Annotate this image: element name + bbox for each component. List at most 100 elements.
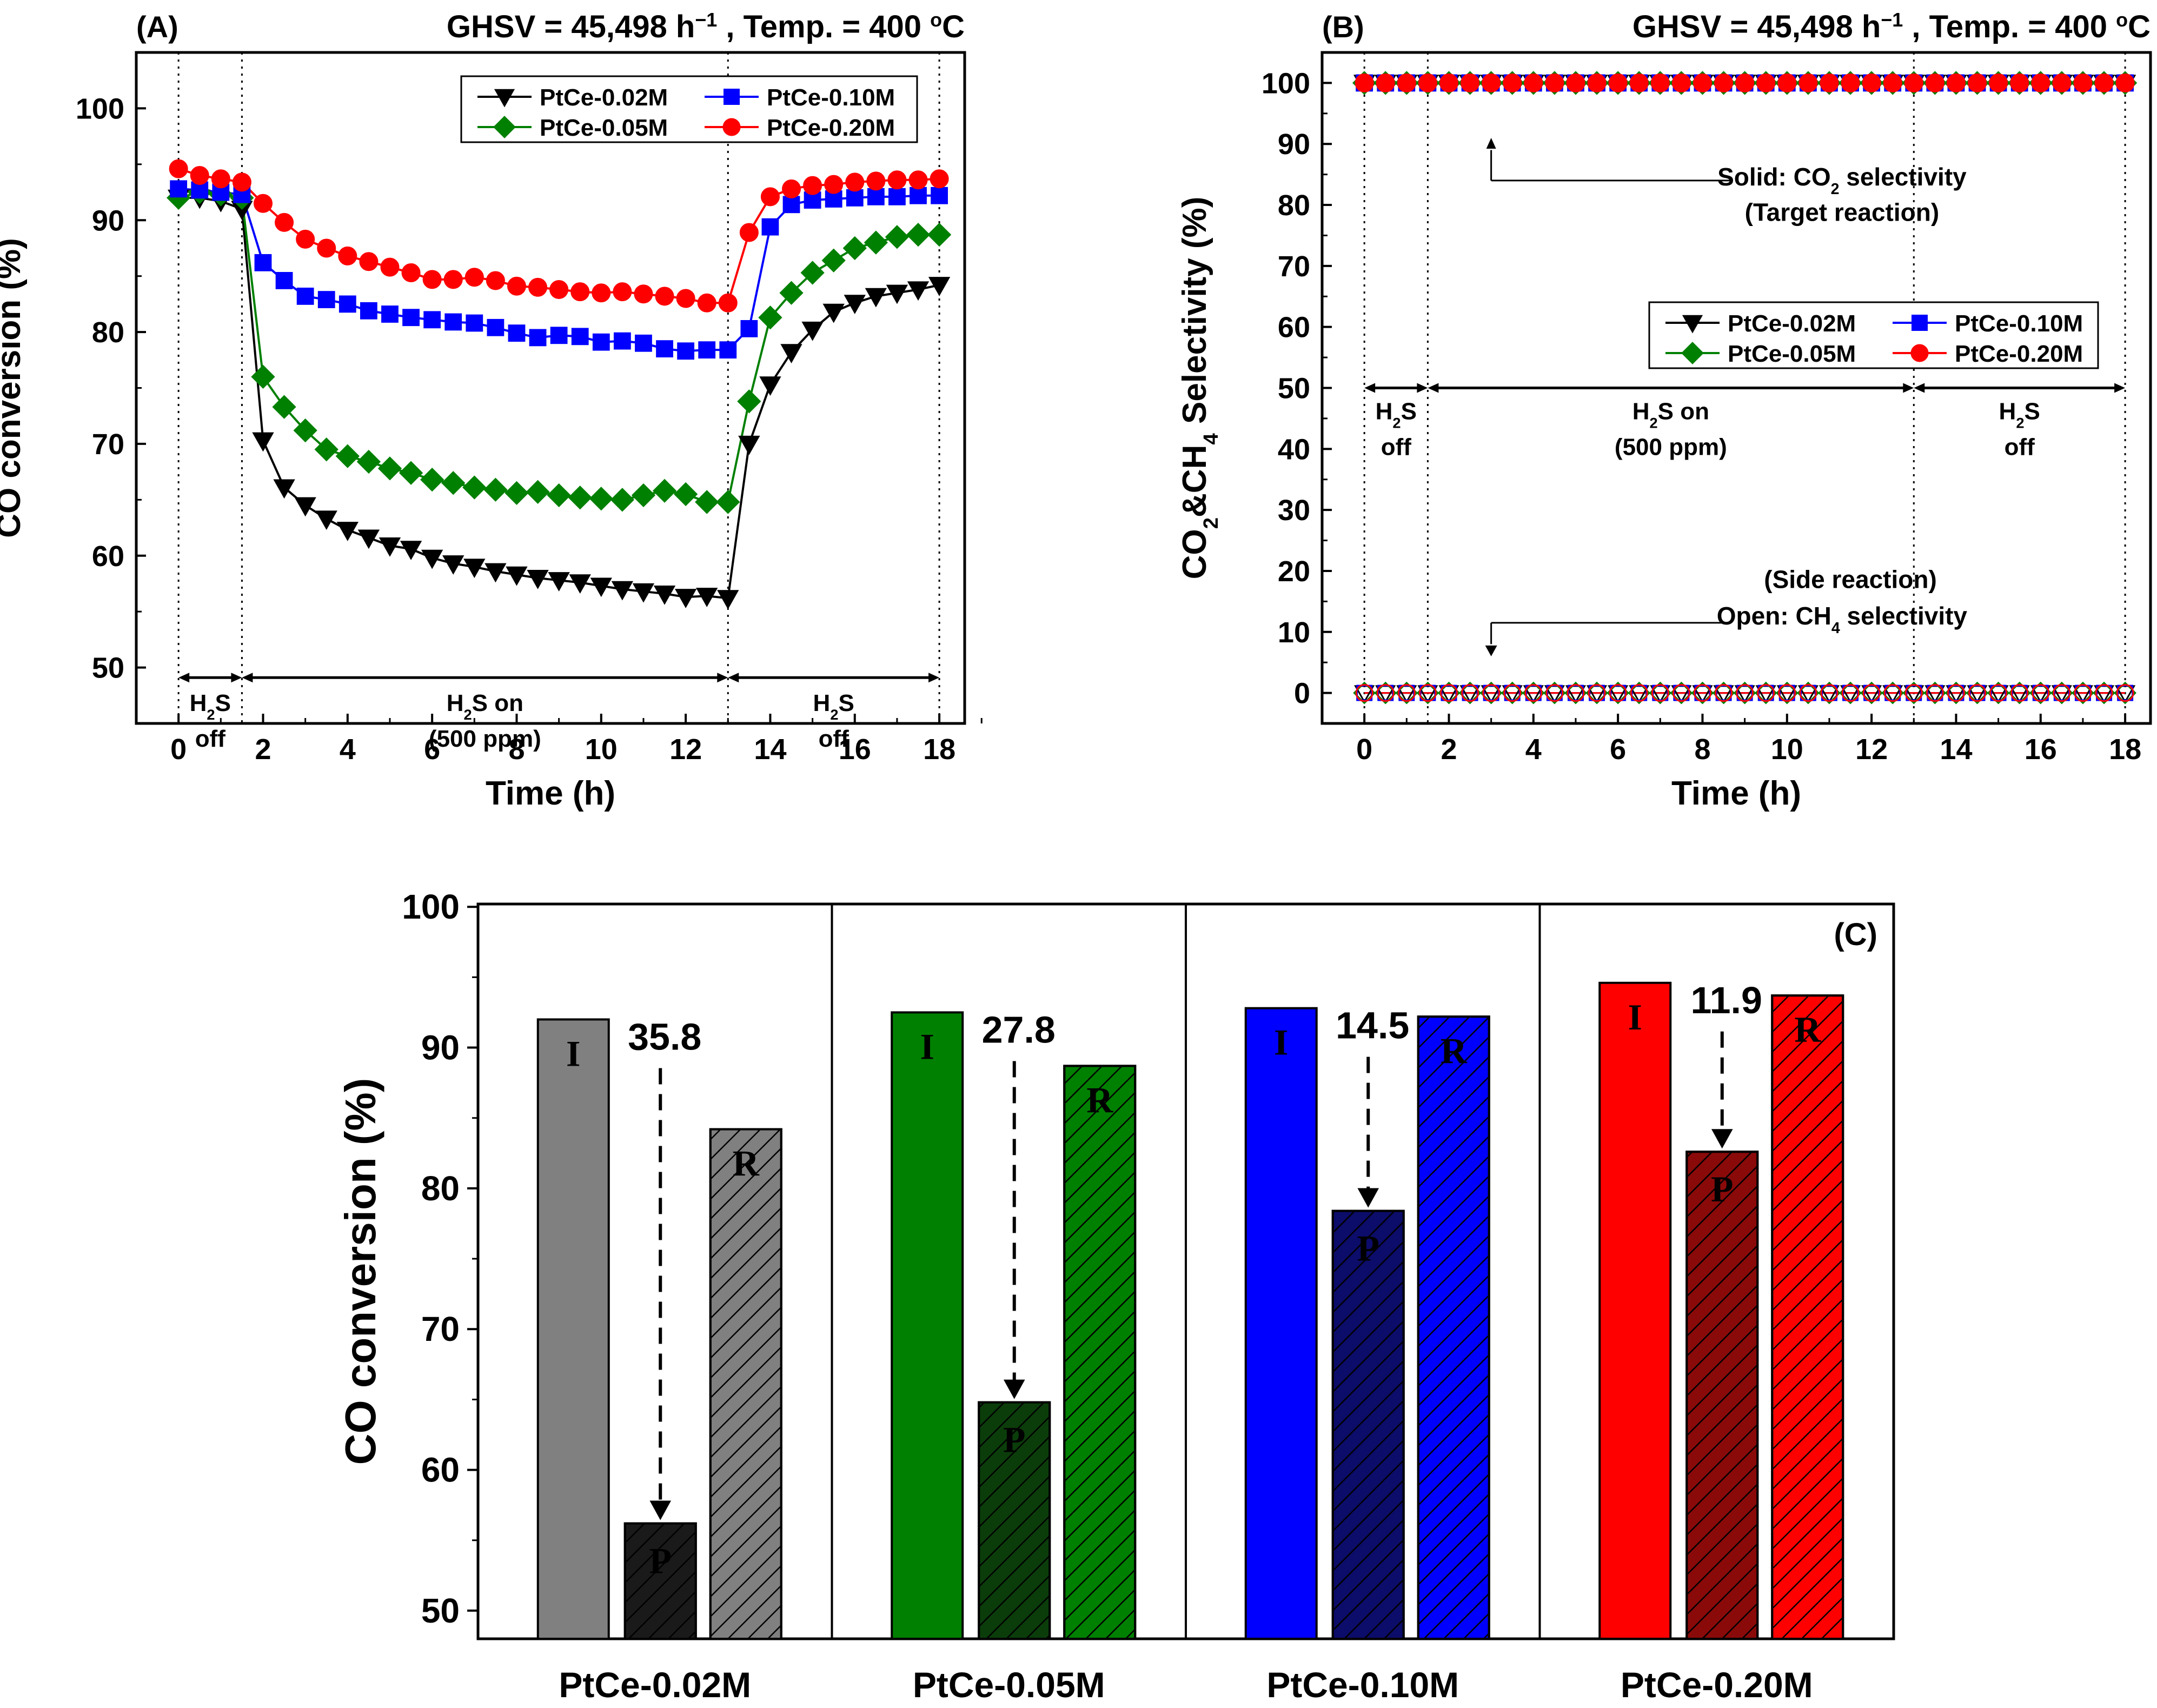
co2-data-point <box>2010 73 2029 92</box>
data-point <box>293 418 317 443</box>
data-point <box>399 461 423 485</box>
phase-arrowhead <box>717 673 728 683</box>
legend-marker <box>722 118 741 136</box>
y-tick-label: 60 <box>92 540 124 573</box>
bar-i <box>536 1018 610 1640</box>
ch4-data-point <box>1651 684 1669 702</box>
chart-title-part: o <box>2116 9 2128 31</box>
data-point <box>568 486 592 510</box>
ch4-data-point <box>1461 684 1479 702</box>
annotation-ch4-selectivity: Open: CH4 selectivity <box>1717 602 1968 637</box>
data-point <box>696 588 718 607</box>
data-point <box>758 305 782 330</box>
data-point <box>464 268 484 287</box>
phase-label: H2S on <box>1632 398 1709 431</box>
bar-letter-label: P <box>1357 1228 1379 1269</box>
co2-data-point <box>1461 73 1480 92</box>
phase-label-part: 2 <box>207 706 215 723</box>
phase-label-line2: off <box>819 726 849 752</box>
y-tick-label: 80 <box>1278 189 1310 222</box>
ch4-data-point <box>2010 684 2029 702</box>
phase-label-part: 2 <box>830 706 838 723</box>
data-point <box>740 320 758 337</box>
data-point <box>338 246 357 265</box>
data-point <box>803 176 822 195</box>
legend-box <box>1648 301 2099 369</box>
phase-label-part: H <box>813 690 831 716</box>
co2-data-point <box>2031 73 2050 92</box>
bar-hatch-overlay <box>1417 1015 1490 1640</box>
legend-marker <box>724 89 740 105</box>
data-point <box>635 334 652 352</box>
phase-label-part: 2 <box>1649 414 1657 431</box>
drop-value-label: 11.9 <box>1691 979 1762 1021</box>
data-point <box>824 175 844 194</box>
annotation-ch4-selectivity-part: Open: CH <box>1717 602 1831 630</box>
y-tick-label: 90 <box>421 1028 460 1067</box>
chart-title-part: −1 <box>695 9 717 31</box>
data-point <box>930 169 949 189</box>
co2-data-point <box>1418 73 1437 92</box>
co2-data-point <box>1841 73 1860 92</box>
x-tick-label: 2 <box>255 733 271 766</box>
y-axis-title-part: &CH <box>1176 445 1213 517</box>
data-point <box>251 364 275 389</box>
data-point <box>487 318 505 336</box>
data-point <box>886 284 908 304</box>
co2-data-point <box>1756 73 1776 92</box>
legend-label: PtCe-0.05M <box>1728 341 1856 367</box>
data-point <box>402 309 420 327</box>
bar-letter-label: I <box>1628 996 1642 1038</box>
drop-arrowhead <box>1003 1379 1025 1399</box>
data-point <box>423 311 441 329</box>
data-point <box>928 277 951 296</box>
data-point <box>339 295 356 313</box>
bar-hatch-overlay <box>1063 1065 1137 1640</box>
data-point <box>252 432 274 452</box>
ch4-data-point <box>1482 684 1501 702</box>
data-point <box>549 280 569 299</box>
annotation-co2-selectivity-part: Solid: CO <box>1717 163 1831 191</box>
y-tick-label: 50 <box>1278 373 1310 405</box>
data-point <box>887 170 907 190</box>
co2-data-point <box>2094 73 2114 92</box>
chart-panel-c: 50 60 70 80 90 100 CO conversion (%) (C) PtCe-0.… <box>336 887 1895 1705</box>
ch4-data-point <box>1503 684 1522 702</box>
co2-data-point <box>1503 73 1522 92</box>
category-label: PtCe-0.05M <box>913 1665 1105 1705</box>
drop-arrowhead <box>649 1500 672 1520</box>
data-point <box>716 490 740 514</box>
data-point <box>907 281 930 301</box>
data-point <box>590 577 612 597</box>
co2-data-point <box>1968 73 1987 92</box>
data-point <box>631 483 656 508</box>
data-point <box>611 581 634 601</box>
panel-label: (B) <box>1322 10 1364 44</box>
legend-label: PtCe-0.10M <box>1955 310 2083 337</box>
y-axis-title-part: 4 <box>1199 433 1223 445</box>
data-point <box>865 288 887 308</box>
data-point <box>441 471 466 495</box>
phase-label-line2: off <box>2005 434 2035 461</box>
data-point <box>570 282 590 302</box>
phase-label: H2S <box>1376 398 1417 431</box>
data-point <box>632 583 655 603</box>
ch4-data-point <box>2095 684 2113 702</box>
x-tick-label: 18 <box>2109 733 2141 766</box>
phase-label-part: 2 <box>463 706 472 723</box>
legend-marker <box>1681 342 1704 364</box>
y-tick-label: 10 <box>1278 616 1310 649</box>
legend-box <box>460 75 918 143</box>
annotation-co2-selectivity-part: 2 <box>1831 181 1840 198</box>
phase-label-part: 2 <box>1392 414 1401 431</box>
data-point <box>360 302 377 320</box>
data-point <box>527 570 549 589</box>
x-tick-label: 8 <box>508 733 525 766</box>
ch4-data-point <box>1968 684 1987 702</box>
bar-letter-label: R <box>1794 1009 1821 1050</box>
legend-label: PtCe-0.20M <box>767 115 895 141</box>
data-point <box>505 481 529 506</box>
data-point <box>462 475 487 500</box>
data-point <box>910 187 927 204</box>
phase-arrowhead <box>1903 383 1914 393</box>
